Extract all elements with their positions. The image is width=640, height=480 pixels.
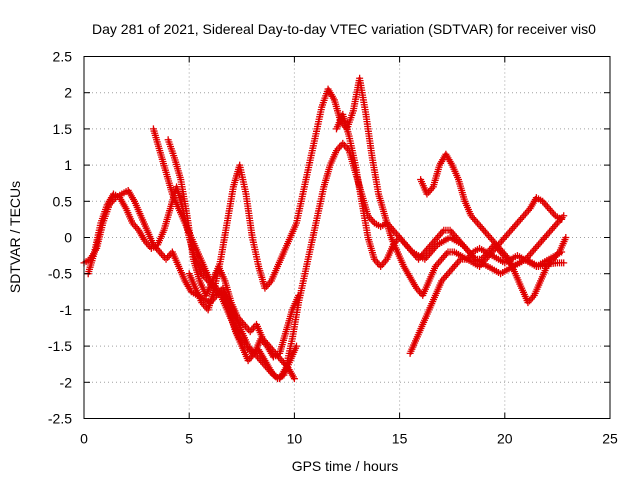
y-tick-label: 2.5 [53,49,73,65]
y-axis-label: SDTVAR / TECUs [7,181,23,293]
y-tick-label: -1 [60,302,73,318]
data-point [562,234,570,241]
x-tick-label: 25 [602,431,618,447]
data-point [560,259,568,267]
x-tick-label: 5 [185,431,193,447]
data-point [560,212,568,220]
x-tick-label: 15 [392,431,408,447]
y-tick-label: -0.5 [48,266,72,282]
data-point [293,342,301,350]
y-tick-label: 0.5 [53,193,73,209]
series-track-c [149,125,303,365]
series-track-h [417,150,570,307]
data-point [295,291,303,299]
y-tick-label: 1 [64,157,72,173]
y-tick-label: 2 [64,85,72,101]
y-tick-label: -1.5 [48,338,72,354]
data-points [80,74,570,383]
x-axis-label: GPS time / hours [292,458,399,474]
x-tick-label: 0 [80,431,88,447]
series-track-g [406,244,566,357]
series-track-d [164,136,298,383]
axis-ticks: 0 5 10 15 20 25 -2.5 -2 -1.5 -1 -0.5 0 0.5 1 1.5 2 2.5 [48,49,618,447]
series-track-e [185,74,566,314]
x-tick-label: 10 [287,431,303,447]
data-point [290,375,298,383]
y-tick-label: -2.5 [48,411,72,427]
x-tick-label: 20 [497,431,513,447]
chart-title: Day 281 of 2021, Sidereal Day-to-day VTE… [92,21,596,37]
y-tick-label: 1.5 [53,121,73,137]
y-tick-label: 0 [64,230,72,246]
y-tick-label: -2 [60,374,73,390]
